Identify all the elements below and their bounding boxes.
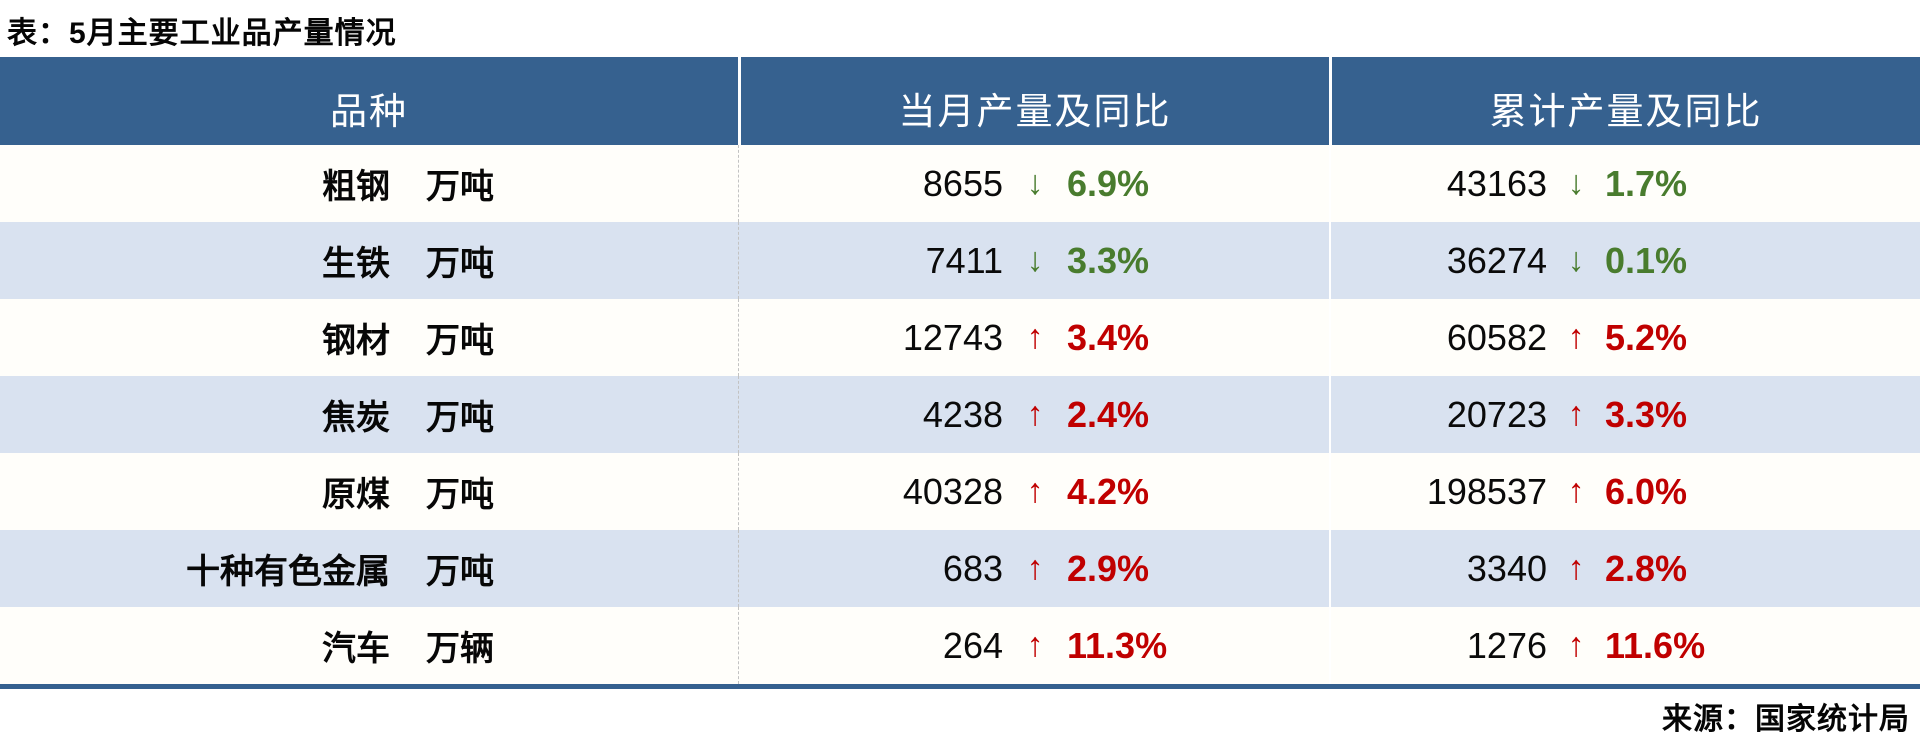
yoy-percent: 11.3%	[1067, 624, 1168, 666]
product-name: 生铁	[322, 245, 390, 283]
down-arrow-icon: ↓	[1567, 164, 1585, 202]
table-row: 汽车 万辆 264 ↑ 11.3% 1276 ↑ 11.6%	[0, 607, 1920, 684]
product-unit: 万吨	[426, 168, 494, 206]
up-arrow-icon: ↑	[1567, 318, 1585, 356]
value-number: 3340	[1466, 547, 1547, 589]
production-table: 品种 当月产量及同比 累计产量及同比 粗钢 万吨 8655 ↓ 6.9% 43163 ↓ 1.…	[0, 57, 1920, 689]
value-number: 36274	[1446, 239, 1547, 281]
monthly-value-cell: 683 ↑ 2.9%	[738, 530, 1329, 607]
product-cell: 钢材 万吨	[0, 299, 738, 376]
table-bottom-border	[0, 684, 1920, 689]
product-cell: 十种有色金属 万吨	[0, 530, 738, 607]
cumulative-value-cell: 60582 ↑ 5.2%	[1329, 299, 1920, 376]
cumulative-value-cell: 43163 ↓ 1.7%	[1329, 145, 1920, 222]
yoy-percent: 1.7%	[1605, 162, 1688, 204]
value-number: 4238	[922, 393, 1003, 435]
table-row: 粗钢 万吨 8655 ↓ 6.9% 43163 ↓ 1.7%	[0, 145, 1920, 222]
table-row: 钢材 万吨 12743 ↑ 3.4% 60582 ↑ 5.2%	[0, 299, 1920, 376]
header-variety: 品种	[330, 92, 408, 133]
yoy-percent: 2.9%	[1067, 547, 1150, 589]
yoy-percent: 6.9%	[1067, 162, 1150, 204]
value-number: 60582	[1446, 316, 1547, 358]
value-number: 43163	[1446, 162, 1547, 204]
monthly-value-cell: 12743 ↑ 3.4%	[738, 299, 1329, 376]
monthly-value-cell: 7411 ↓ 3.3%	[738, 222, 1329, 299]
up-arrow-icon: ↑	[1567, 472, 1585, 510]
monthly-value-cell: 4238 ↑ 2.4%	[738, 376, 1329, 453]
yoy-percent: 3.3%	[1067, 239, 1150, 281]
up-arrow-icon: ↑	[1567, 395, 1585, 433]
product-name: 汽车	[322, 630, 390, 668]
up-arrow-icon: ↑	[1026, 395, 1044, 433]
cumulative-value-cell: 20723 ↑ 3.3%	[1329, 376, 1920, 453]
cumulative-value-cell: 198537 ↑ 6.0%	[1329, 453, 1920, 530]
yoy-percent: 0.1%	[1605, 239, 1688, 281]
product-cell: 粗钢 万吨	[0, 145, 738, 222]
product-unit: 万吨	[426, 322, 494, 360]
table-body: 粗钢 万吨 8655 ↓ 6.9% 43163 ↓ 1.7% 生铁 万吨 7411 ↓ 3.3% 3627…	[0, 145, 1920, 684]
product-name: 钢材	[322, 322, 390, 360]
up-arrow-icon: ↑	[1026, 626, 1044, 664]
header-monthly-output: 当月产量及同比	[738, 57, 1329, 145]
product-name: 十种有色金属	[186, 553, 390, 591]
value-number: 1276	[1466, 624, 1547, 666]
down-arrow-icon: ↓	[1567, 241, 1585, 279]
source-caption: 来源：国家统计局	[1662, 703, 1910, 736]
value-number: 40328	[902, 470, 1003, 512]
value-number: 20723	[1446, 393, 1547, 435]
cumulative-value-cell: 36274 ↓ 0.1%	[1329, 222, 1920, 299]
header-cumulative-output: 累计产量及同比	[1329, 57, 1920, 145]
value-number: 12743	[902, 316, 1003, 358]
product-unit: 万吨	[426, 553, 494, 591]
product-name: 原煤	[322, 476, 390, 514]
table-row: 生铁 万吨 7411 ↓ 3.3% 36274 ↓ 0.1%	[0, 222, 1920, 299]
value-number: 683	[942, 547, 1003, 589]
up-arrow-icon: ↑	[1026, 318, 1044, 356]
table-row: 原煤 万吨 40328 ↑ 4.2% 198537 ↑ 6.0%	[0, 453, 1920, 530]
value-number: 264	[942, 624, 1003, 666]
yoy-percent: 3.4%	[1067, 316, 1150, 358]
value-number: 7411	[925, 239, 1003, 281]
up-arrow-icon: ↑	[1567, 626, 1585, 664]
table-title: 表：5月主要工业品产量情况	[7, 17, 397, 50]
yoy-percent: 4.2%	[1067, 470, 1150, 512]
product-name: 粗钢	[322, 168, 390, 206]
up-arrow-icon: ↑	[1567, 549, 1585, 587]
product-unit: 万吨	[426, 399, 494, 437]
yoy-percent: 2.4%	[1067, 393, 1150, 435]
up-arrow-icon: ↑	[1026, 472, 1044, 510]
product-cell: 焦炭 万吨	[0, 376, 738, 453]
cumulative-value-cell: 3340 ↑ 2.8%	[1329, 530, 1920, 607]
value-number: 198537	[1426, 470, 1547, 512]
yoy-percent: 2.8%	[1605, 547, 1688, 589]
product-unit: 万辆	[426, 630, 494, 668]
up-arrow-icon: ↑	[1026, 549, 1044, 587]
yoy-percent: 11.6%	[1605, 624, 1706, 666]
monthly-value-cell: 40328 ↑ 4.2%	[738, 453, 1329, 530]
yoy-percent: 5.2%	[1605, 316, 1688, 358]
product-cell: 生铁 万吨	[0, 222, 738, 299]
yoy-percent: 3.3%	[1605, 393, 1688, 435]
table-row: 十种有色金属 万吨 683 ↑ 2.9% 3340 ↑ 2.8%	[0, 530, 1920, 607]
yoy-percent: 6.0%	[1605, 470, 1688, 512]
product-unit: 万吨	[426, 476, 494, 514]
down-arrow-icon: ↓	[1026, 241, 1044, 279]
product-cell: 汽车 万辆	[0, 607, 738, 684]
down-arrow-icon: ↓	[1026, 164, 1044, 202]
product-unit: 万吨	[426, 245, 494, 283]
table-header-row: 品种 当月产量及同比 累计产量及同比	[0, 57, 1920, 145]
table-row: 焦炭 万吨 4238 ↑ 2.4% 20723 ↑ 3.3%	[0, 376, 1920, 453]
product-name: 焦炭	[322, 399, 390, 437]
value-number: 8655	[922, 162, 1003, 204]
cumulative-value-cell: 1276 ↑ 11.6%	[1329, 607, 1920, 684]
product-cell: 原煤 万吨	[0, 453, 738, 530]
monthly-value-cell: 264 ↑ 11.3%	[738, 607, 1329, 684]
monthly-value-cell: 8655 ↓ 6.9%	[738, 145, 1329, 222]
